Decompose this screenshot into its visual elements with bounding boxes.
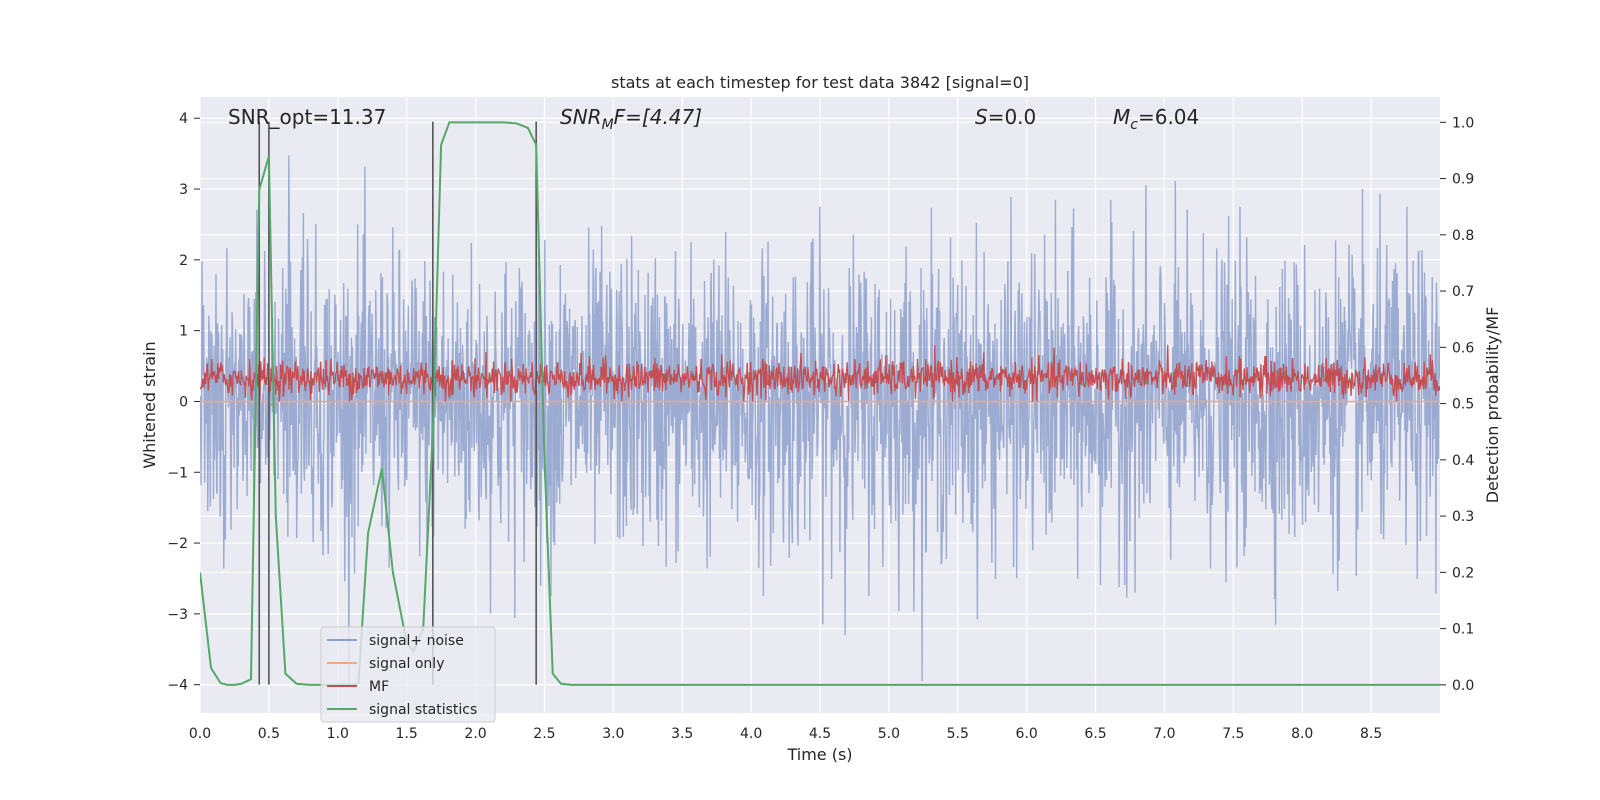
x-tick-label: 2.5 — [533, 726, 555, 742]
x-tick-label: 5.5 — [947, 726, 969, 742]
plot-content — [200, 121, 1440, 686]
annotation-s-value: =0.0 — [988, 105, 1037, 129]
x-tick-label: 5.0 — [878, 726, 900, 742]
annotation-mc-subscript: c — [1130, 117, 1138, 133]
legend-label-signal-statistics: signal statistics — [369, 702, 477, 718]
y-right-tick-label: 0.5 — [1452, 397, 1474, 413]
y-left-tick-label: 2 — [179, 253, 188, 269]
y-right-tick-label: 1.0 — [1452, 115, 1474, 131]
legend-box — [320, 626, 496, 723]
y-right-tick-label: 0.3 — [1452, 509, 1474, 525]
annotation-mc: Mc=6.04 — [1113, 105, 1199, 133]
annotation-mc-value: =6.04 — [1138, 105, 1199, 129]
x-tick-label: 6.5 — [1084, 726, 1106, 742]
y-left-tick-label: 0 — [179, 394, 188, 410]
x-tick-label: 0.0 — [189, 726, 211, 742]
x-tick-label: 8.5 — [1360, 726, 1382, 742]
annotation-s: S=0.0 — [975, 105, 1036, 129]
y-left-tick-label: −3 — [167, 607, 188, 623]
x-axis-label: Time (s) — [786, 745, 852, 764]
x-tick-label: 8.0 — [1291, 726, 1313, 742]
y-right-tick-label: 0.4 — [1452, 453, 1474, 469]
x-tick-label: 4.0 — [740, 726, 762, 742]
y-right-tick-label: 0.6 — [1452, 340, 1474, 356]
annotation-snr-mf-symbol: SNR — [560, 105, 602, 129]
y-left-tick-label: 3 — [179, 182, 188, 198]
mf-series — [200, 345, 1440, 402]
annotation-snr-mf: SNRMF=[4.47] — [560, 105, 702, 133]
y-right-axis-label: Detection probability/MF — [1483, 307, 1502, 504]
annotation-mc-symbol: M — [1113, 105, 1130, 129]
x-tick-label: 6.0 — [1016, 726, 1038, 742]
x-tick-label: 7.5 — [1222, 726, 1244, 742]
annotation-snr-mf-value: F=[4.47] — [614, 105, 702, 129]
chart-title: stats at each timestep for test data 384… — [611, 73, 1029, 92]
annotation-s-symbol: S — [975, 105, 988, 129]
y-left-tick-label: −4 — [167, 678, 188, 694]
y-left-axis-label: Whitened strain — [140, 341, 159, 468]
y-left-axis-ticks: 4 3 2 1 0 −1 −2 −3 −4 — [167, 111, 200, 694]
legend: signal+ noise signal only MF signal stat… — [320, 626, 496, 723]
y-left-tick-label: −1 — [167, 465, 188, 481]
x-tick-label: 0.5 — [258, 726, 280, 742]
x-tick-label: 4.5 — [809, 726, 831, 742]
legend-label-mf: MF — [369, 679, 389, 695]
x-tick-label: 1.5 — [396, 726, 418, 742]
annotation-snr-mf-subscript: M — [602, 117, 614, 133]
y-left-tick-label: 4 — [179, 111, 188, 127]
legend-label-noise: signal+ noise — [369, 633, 464, 649]
x-axis-ticks: 0.0 0.5 1.0 1.5 2.0 2.5 3.0 3.5 4.0 4.5 5.0 5.5 6.0 6… — [189, 726, 1382, 742]
y-right-tick-label: 0.9 — [1452, 172, 1474, 188]
x-tick-label: 2.0 — [464, 726, 486, 742]
y-left-tick-label: −2 — [167, 536, 188, 552]
annotation-snr-opt: SNR_opt=11.37 — [228, 105, 386, 129]
y-right-axis-ticks: 1.0 0.9 0.8 0.7 0.6 0.5 0.4 0.3 0.2 0.1 0.0 — [1440, 115, 1474, 694]
x-tick-label: 3.0 — [602, 726, 624, 742]
y-left-tick-label: 1 — [179, 324, 188, 340]
x-tick-label: 1.0 — [327, 726, 349, 742]
y-right-tick-label: 0.2 — [1452, 565, 1474, 581]
y-right-tick-label: 0.1 — [1452, 622, 1474, 638]
legend-label-signal-only: signal only — [369, 656, 444, 672]
x-tick-label: 7.0 — [1153, 726, 1175, 742]
y-right-tick-label: 0.8 — [1452, 228, 1474, 244]
y-right-tick-label: 0.7 — [1452, 284, 1474, 300]
y-right-tick-label: 0.0 — [1452, 678, 1474, 694]
mf-line — [200, 345, 1440, 402]
x-tick-label: 3.5 — [671, 726, 693, 742]
